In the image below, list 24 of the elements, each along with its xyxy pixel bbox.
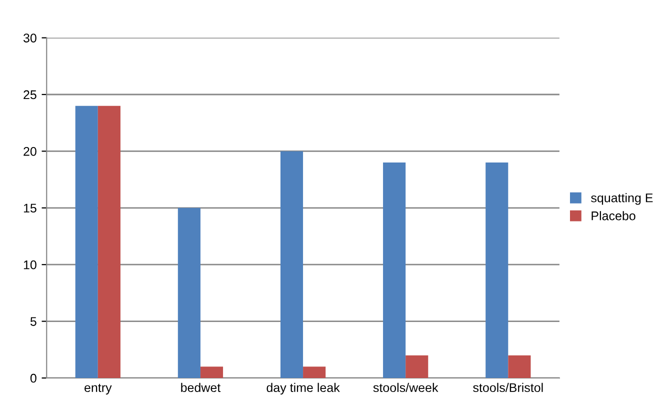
bar [98, 106, 120, 378]
bar [178, 208, 200, 378]
bar [406, 355, 428, 378]
x-tick-label: stools/Bristol [473, 382, 543, 392]
bar [200, 366, 224, 378]
y-tick-label: 10 [24, 260, 36, 270]
bar [303, 366, 326, 378]
x-tick-label: stools/week [373, 382, 438, 392]
x-tick-label: bedwet [181, 382, 221, 392]
bar [280, 151, 304, 378]
bar [486, 162, 508, 378]
bar [75, 106, 98, 378]
bar [508, 355, 531, 378]
y-tick-label: 30 [23, 34, 36, 42]
y-tick-label: 20 [24, 147, 36, 156]
y-tick-label: 25 [24, 90, 36, 100]
y-tick-label: 5 [30, 317, 36, 326]
x-tick-label: entry [84, 384, 112, 395]
bar [383, 162, 406, 378]
legend-label: squatting E [591, 193, 653, 205]
y-tick-label: 15 [24, 204, 36, 213]
x-tick-label: day time leak [266, 382, 340, 395]
y-tick-label: 0 [30, 374, 36, 383]
legend-label: Placebo [592, 211, 636, 220]
